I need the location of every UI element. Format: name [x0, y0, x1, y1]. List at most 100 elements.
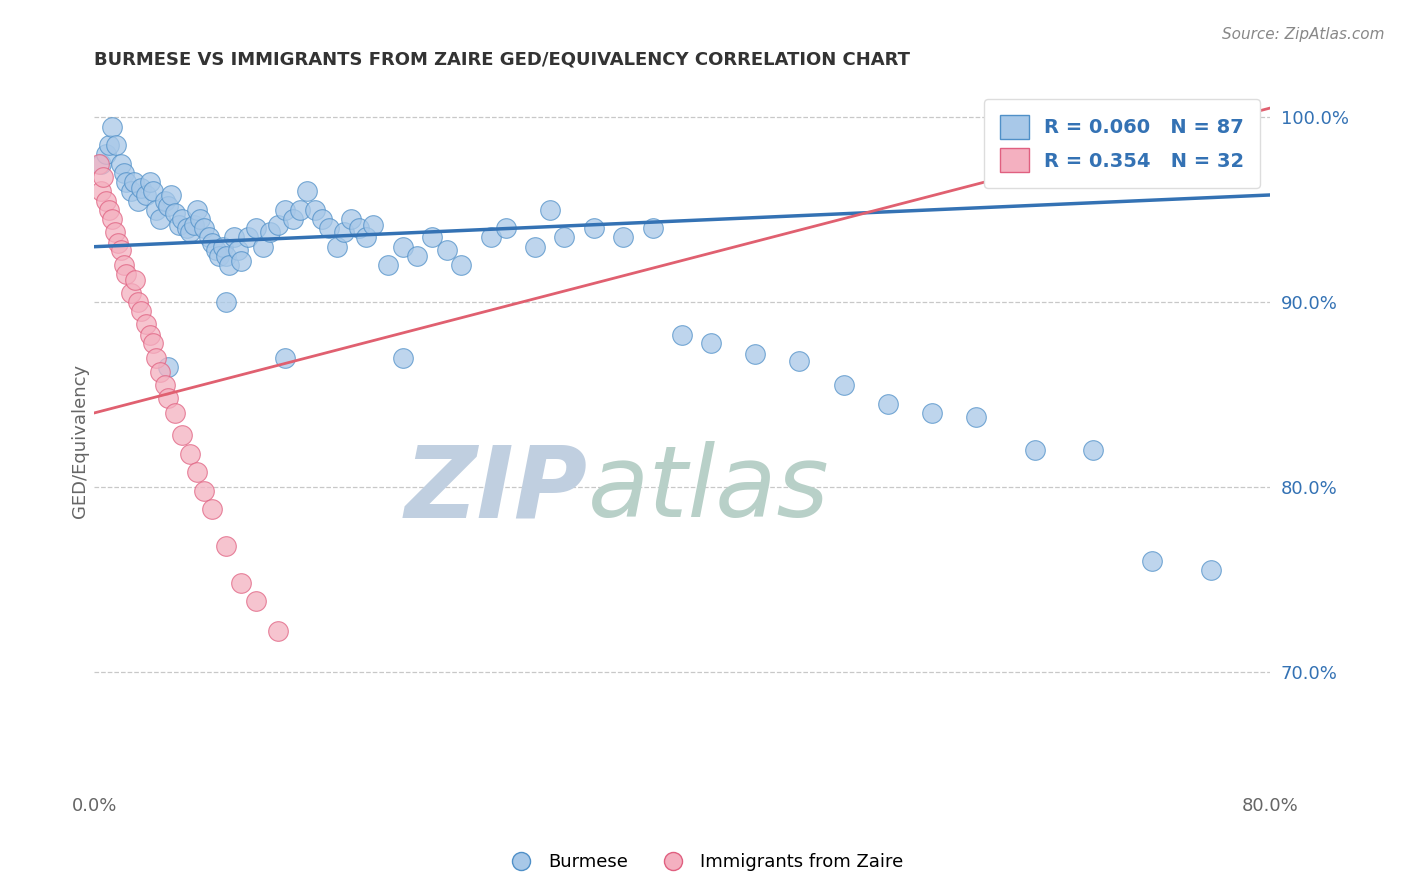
- Point: [110, 244, 132, 258]
- Point: [744, 347, 766, 361]
- Point: [100, 120, 122, 134]
- Point: [145, 202, 167, 217]
- Point: [450, 258, 472, 272]
- Point: [163, 406, 186, 420]
- Point: [965, 409, 987, 424]
- Point: [176, 221, 198, 235]
- Point: [832, 378, 855, 392]
- Point: [354, 230, 377, 244]
- Point: [172, 428, 194, 442]
- Point: [197, 230, 219, 244]
- Point: [523, 240, 546, 254]
- Point: [215, 295, 238, 310]
- Point: [153, 378, 176, 392]
- Point: [172, 212, 194, 227]
- Point: [229, 576, 252, 591]
- Point: [104, 225, 127, 239]
- Point: [281, 212, 304, 227]
- Point: [553, 230, 575, 244]
- Point: [149, 365, 172, 379]
- Point: [94, 147, 117, 161]
- Point: [159, 188, 181, 202]
- Point: [495, 221, 517, 235]
- Legend: Burmese, Immigrants from Zaire: Burmese, Immigrants from Zaire: [495, 847, 911, 879]
- Point: [789, 354, 811, 368]
- Point: [142, 335, 165, 350]
- Point: [377, 258, 399, 272]
- Point: [127, 194, 149, 208]
- Text: ZIP: ZIP: [405, 442, 588, 539]
- Point: [94, 194, 117, 208]
- Point: [245, 221, 267, 235]
- Point: [179, 447, 201, 461]
- Point: [139, 175, 162, 189]
- Point: [153, 194, 176, 208]
- Point: [87, 156, 110, 170]
- Point: [205, 244, 228, 258]
- Point: [259, 225, 281, 239]
- Point: [124, 273, 146, 287]
- Point: [135, 318, 157, 332]
- Point: [193, 221, 215, 235]
- Point: [183, 218, 205, 232]
- Point: [921, 406, 943, 420]
- Point: [156, 199, 179, 213]
- Point: [127, 295, 149, 310]
- Point: [201, 235, 224, 250]
- Point: [222, 230, 245, 244]
- Point: [876, 397, 898, 411]
- Point: [671, 328, 693, 343]
- Point: [612, 230, 634, 244]
- Point: [97, 138, 120, 153]
- Point: [169, 218, 191, 232]
- Text: BURMESE VS IMMIGRANTS FROM ZAIRE GED/EQUIVALENCY CORRELATION CHART: BURMESE VS IMMIGRANTS FROM ZAIRE GED/EQU…: [94, 51, 910, 69]
- Point: [112, 258, 135, 272]
- Point: [115, 268, 138, 282]
- Point: [120, 285, 142, 300]
- Point: [538, 202, 561, 217]
- Text: Source: ZipAtlas.com: Source: ZipAtlas.com: [1222, 27, 1385, 42]
- Point: [274, 351, 297, 365]
- Point: [226, 244, 249, 258]
- Point: [363, 218, 385, 232]
- Point: [201, 502, 224, 516]
- Point: [304, 202, 326, 217]
- Point: [1083, 442, 1105, 457]
- Point: [238, 230, 260, 244]
- Text: atlas: atlas: [588, 442, 830, 539]
- Point: [129, 180, 152, 194]
- Point: [90, 184, 112, 198]
- Point: [288, 202, 311, 217]
- Point: [139, 328, 162, 343]
- Point: [149, 212, 172, 227]
- Point: [156, 359, 179, 374]
- Point: [91, 169, 114, 184]
- Point: [129, 304, 152, 318]
- Point: [1140, 554, 1163, 568]
- Point: [90, 156, 112, 170]
- Point: [215, 539, 238, 553]
- Point: [112, 166, 135, 180]
- Point: [391, 240, 413, 254]
- Point: [1024, 442, 1046, 457]
- Point: [582, 221, 605, 235]
- Point: [215, 249, 238, 263]
- Point: [120, 184, 142, 198]
- Point: [479, 230, 502, 244]
- Point: [97, 202, 120, 217]
- Point: [135, 188, 157, 202]
- Point: [641, 221, 664, 235]
- Point: [107, 235, 129, 250]
- Point: [186, 465, 208, 479]
- Point: [347, 221, 370, 235]
- Point: [245, 594, 267, 608]
- Point: [700, 335, 723, 350]
- Point: [436, 244, 458, 258]
- Point: [212, 240, 235, 254]
- Point: [406, 249, 429, 263]
- Point: [218, 258, 240, 272]
- Point: [156, 391, 179, 405]
- Point: [274, 202, 297, 217]
- Point: [1199, 563, 1222, 577]
- Point: [252, 240, 274, 254]
